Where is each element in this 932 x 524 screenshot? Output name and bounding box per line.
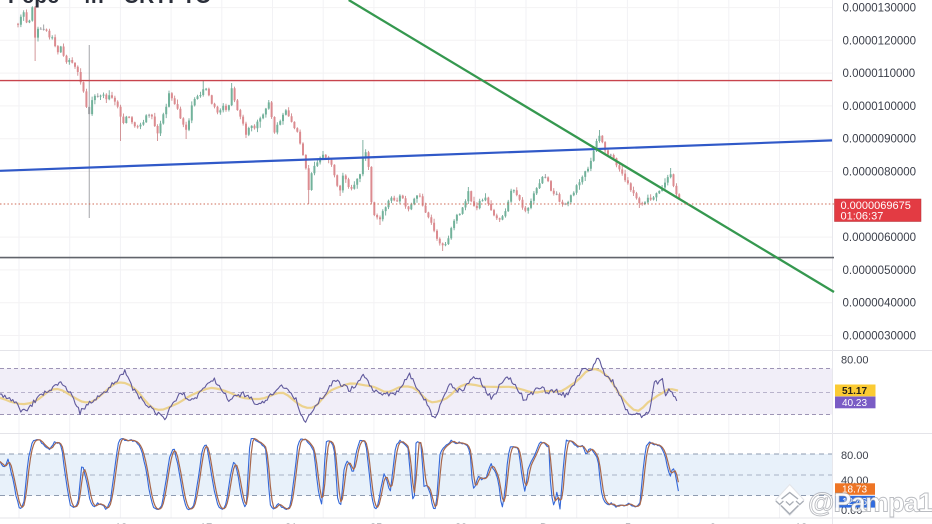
svg-text:0.0000040000: 0.0000040000 xyxy=(843,298,917,310)
svg-text:9: 9 xyxy=(710,522,716,524)
svg-text:01:06:37: 01:06:37 xyxy=(841,210,884,222)
svg-text:13: 13 xyxy=(115,522,127,524)
svg-text:@Pampa1: @Pampa1 xyxy=(808,488,932,518)
svg-text:18.73: 18.73 xyxy=(842,485,867,496)
svg-text:17: 17 xyxy=(200,522,212,524)
svg-text:12.46: 12.46 xyxy=(842,497,867,508)
svg-text:40.23: 40.23 xyxy=(842,398,867,409)
svg-text:13: 13 xyxy=(795,522,807,524)
svg-text:25: 25 xyxy=(370,522,382,524)
svg-text:29: 29 xyxy=(455,522,467,524)
svg-text:0.0000080000: 0.0000080000 xyxy=(843,167,917,179)
svg-text:0.0000060000: 0.0000060000 xyxy=(843,232,917,244)
svg-text:0.0000100000: 0.0000100000 xyxy=(843,101,917,113)
svg-text:Dec: Dec xyxy=(540,522,560,524)
svg-text:0.0000130000: 0.0000130000 xyxy=(843,3,917,15)
svg-text:0.0000090000: 0.0000090000 xyxy=(843,134,917,146)
svg-text:51.17: 51.17 xyxy=(842,386,867,397)
svg-text:Pepe · 4h · CRYPTO: Pepe · 4h · CRYPTO xyxy=(8,0,212,8)
svg-text:0.0000110000: 0.0000110000 xyxy=(843,68,916,80)
svg-text:0.0000030000: 0.0000030000 xyxy=(843,331,917,343)
svg-text:0.0000050000: 0.0000050000 xyxy=(843,265,917,277)
svg-text:80.00: 80.00 xyxy=(841,355,869,367)
svg-text:5: 5 xyxy=(625,522,631,524)
svg-text:0.0000069675: 0.0000069675 xyxy=(841,200,911,212)
svg-text:21: 21 xyxy=(285,522,297,524)
svg-text:0.0000120000: 0.0000120000 xyxy=(843,35,917,47)
svg-text:0.00: 0.00 xyxy=(841,505,862,517)
svg-text:80.00: 80.00 xyxy=(841,450,869,462)
